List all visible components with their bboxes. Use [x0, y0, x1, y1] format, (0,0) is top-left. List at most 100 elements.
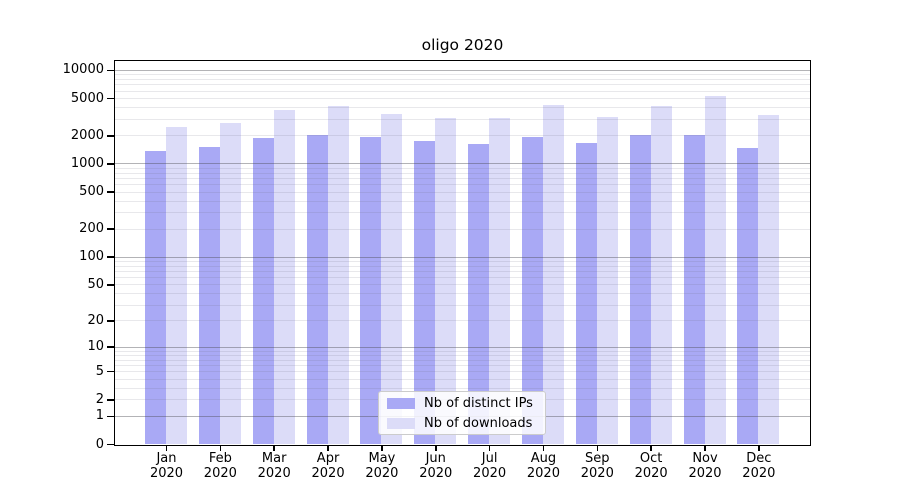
gridline-minor — [115, 107, 810, 109]
y-tick-label: 20 — [87, 312, 104, 328]
gridline-minor — [115, 354, 810, 356]
gridline-minor — [115, 371, 810, 373]
gridline-minor — [115, 364, 810, 366]
gridline-minor — [115, 378, 810, 380]
x-tick-mark — [650, 445, 652, 451]
x-tick-label: Apr 2020 — [311, 451, 345, 481]
y-tick-mark — [107, 97, 114, 100]
bar-downloads — [758, 115, 780, 444]
gridline-minor — [115, 265, 810, 267]
y-tick-mark — [107, 370, 114, 373]
gridline-minor — [115, 184, 810, 186]
x-tick-label: Dec 2020 — [742, 451, 776, 481]
bar-downloads — [219, 123, 241, 444]
x-tick-mark — [219, 445, 222, 451]
x-tick-mark — [327, 445, 329, 451]
bar-downloads — [596, 116, 618, 444]
gridline-minor — [115, 350, 810, 352]
y-tick-label: 5000 — [70, 90, 104, 106]
gridline-minor — [115, 359, 810, 361]
bar-downloads — [650, 105, 672, 444]
gridline-minor — [115, 293, 810, 295]
y-tick-mark — [107, 256, 114, 258]
gridline-minor — [115, 277, 810, 279]
y-tick-label: 100 — [79, 249, 104, 265]
gridline-minor — [115, 270, 810, 272]
x-tick-label: Jan 2020 — [149, 451, 184, 481]
bar-distinct-ips — [468, 144, 490, 444]
x-tick-mark — [435, 445, 437, 451]
x-tick-label: Jun 2020 — [419, 451, 453, 481]
y-tick-mark — [107, 443, 114, 446]
gridline-minor — [115, 84, 810, 86]
gridline-minor — [115, 135, 810, 137]
gridline-minor — [115, 304, 810, 306]
gridline-minor — [115, 387, 810, 389]
bar-downloads — [704, 95, 726, 444]
bar-distinct-ips — [198, 147, 220, 444]
gridline-minor — [115, 118, 810, 120]
gridline-major — [115, 256, 810, 258]
y-tick-mark — [107, 228, 114, 230]
y-tick-mark — [107, 346, 114, 348]
bar-downloads — [273, 110, 295, 444]
bar-downloads — [542, 105, 564, 444]
x-tick-label: Nov 2020 — [688, 451, 722, 481]
y-tick-label: 50 — [87, 276, 104, 292]
y-tick-label: 2000 — [70, 127, 104, 143]
bar-downloads — [435, 118, 457, 444]
y-tick-mark — [107, 163, 114, 165]
gridline-major — [115, 69, 810, 71]
x-tick-mark — [488, 445, 491, 451]
legend-item-distinct-ips: Nb of distinct IPs — [387, 396, 537, 411]
legend-item-downloads: Nb of downloads — [387, 416, 537, 431]
bar-distinct-ips — [521, 136, 543, 444]
legend-swatch-downloads — [387, 417, 415, 429]
y-tick-mark — [107, 135, 114, 137]
gridline-minor — [115, 228, 810, 230]
x-tick-mark — [381, 445, 383, 451]
x-tick-label: Sep 2020 — [580, 451, 614, 481]
x-tick-label: Mar 2020 — [257, 451, 291, 481]
y-tick-label: 10000 — [62, 62, 104, 78]
bar-distinct-ips — [683, 135, 705, 444]
x-tick-label: May 2020 — [365, 451, 399, 481]
y-tick-mark — [107, 399, 114, 401]
y-tick-label: 1 — [95, 408, 104, 424]
y-tick-label: 1000 — [70, 155, 104, 171]
bar-downloads — [327, 105, 349, 444]
x-tick-label: Aug 2020 — [526, 451, 560, 481]
y-tick-mark — [107, 284, 114, 286]
x-tick-mark — [542, 445, 545, 451]
legend-swatch-distinct-ips — [387, 397, 415, 409]
bar-distinct-ips — [414, 140, 436, 444]
gridline-minor — [115, 177, 810, 179]
gridline-minor — [115, 320, 810, 322]
y-tick-mark — [107, 320, 114, 322]
y-tick-label: 5 — [95, 363, 104, 379]
bar-distinct-ips — [360, 137, 382, 444]
x-tick-mark — [273, 445, 275, 451]
bar-downloads — [489, 117, 511, 444]
gridline-minor — [115, 90, 810, 92]
y-tick-mark — [107, 415, 114, 418]
bar-distinct-ips — [145, 150, 166, 444]
gridline-minor — [115, 167, 810, 169]
x-tick-label: Feb 2020 — [203, 451, 237, 481]
gridline-minor — [115, 212, 810, 214]
legend: Nb of distinct IPs Nb of downloads — [378, 391, 546, 435]
y-tick-mark — [107, 191, 114, 193]
bar-downloads — [166, 127, 187, 444]
gridline-minor — [115, 191, 810, 193]
bar-distinct-ips — [737, 148, 759, 444]
legend-label-downloads: Nb of downloads — [424, 415, 533, 431]
y-tick-label: 10 — [87, 339, 104, 355]
chart-title: oligo 2020 — [421, 36, 504, 54]
y-tick-label: 200 — [79, 221, 104, 237]
gridline-minor — [115, 200, 810, 202]
x-tick-mark — [596, 445, 599, 451]
y-tick-mark — [107, 69, 114, 72]
x-tick-mark — [704, 445, 706, 451]
bar-distinct-ips — [629, 135, 651, 444]
